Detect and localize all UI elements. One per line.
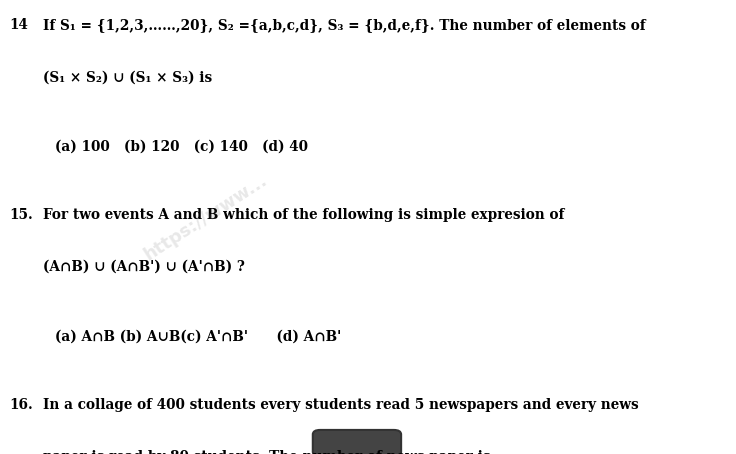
Text: If S₁ = {1,2,3,……,20}, S₂ ={a,b,c,d}, S₃ = {b,d,e,f}. The number of elements of: If S₁ = {1,2,3,……,20}, S₂ ={a,b,c,d}, S₃… (43, 18, 645, 32)
Text: 15.: 15. (9, 208, 32, 222)
Text: paper is read by 80 students. The number of news paper is: paper is read by 80 students. The number… (43, 450, 490, 454)
Text: 14: 14 (9, 18, 28, 32)
Text: (a) A∩B (b) A∪B(c) A'∩B'      (d) A∩B': (a) A∩B (b) A∪B(c) A'∩B' (d) A∩B' (55, 330, 342, 344)
Text: (S₁ × S₂) ∪ (S₁ × S₃) is: (S₁ × S₂) ∪ (S₁ × S₃) is (43, 70, 212, 84)
Text: For two events A and B which of the following is simple expresion of: For two events A and B which of the foll… (43, 208, 564, 222)
FancyBboxPatch shape (313, 430, 401, 454)
Text: In a collage of 400 students every students read 5 newspapers and every news: In a collage of 400 students every stude… (43, 398, 638, 412)
Text: 16.: 16. (9, 398, 32, 412)
Text: (a) 100   (b) 120   (c) 140   (d) 40: (a) 100 (b) 120 (c) 140 (d) 40 (55, 140, 308, 154)
Text: https://www...: https://www... (141, 171, 271, 265)
Text: (A∩B) ∪ (A∩B') ∪ (A'∩B) ?: (A∩B) ∪ (A∩B') ∪ (A'∩B) ? (43, 260, 244, 274)
